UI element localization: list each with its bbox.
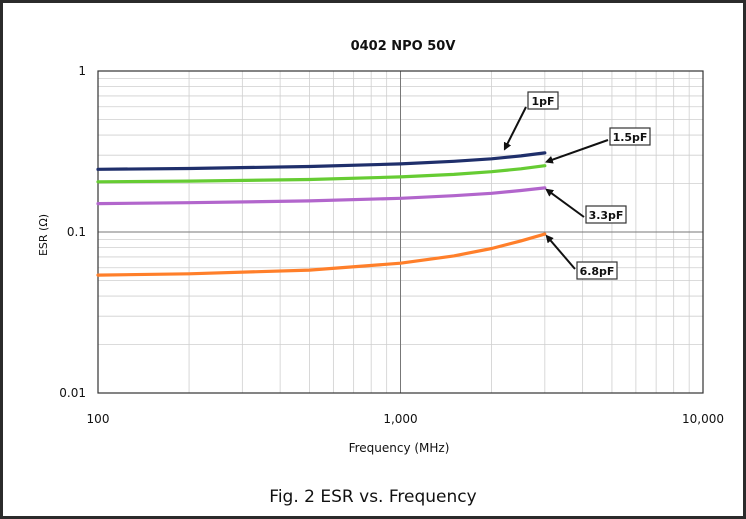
series-line-1-5pF	[96, 164, 547, 184]
y-tick-labels: 1 0.1 0.01	[59, 64, 86, 400]
callout-label: 3.3pF	[589, 209, 624, 222]
plot-area-border	[97, 70, 704, 394]
callout-label: 1pF	[531, 95, 554, 108]
x-tick-label: 100	[87, 412, 110, 426]
x-tick-labels: 100 1,000 10,000	[87, 412, 724, 426]
y-tick-label: 0.1	[67, 225, 86, 239]
figure-caption: Fig. 2 ESR vs. Frequency	[269, 487, 477, 507]
y-tick-label: 1	[78, 64, 86, 78]
callout-arrow	[545, 234, 576, 270]
callout-box	[527, 91, 559, 110]
x-axis-label: Frequency (MHz)	[349, 441, 450, 455]
y-axis-label: ESR (Ω)	[37, 214, 50, 256]
series-line-3-3pF	[96, 186, 547, 206]
chart-title: 0402 NPO 50V	[351, 39, 456, 54]
y-tick-label: 0.01	[59, 386, 86, 400]
callout-box	[576, 261, 618, 280]
x-tick-label: 10,000	[682, 412, 724, 426]
callout-label: 1.5pF	[613, 131, 648, 144]
x-tick-label: 1,000	[383, 412, 417, 426]
callout-arrow	[503, 106, 527, 151]
annotation-layer: 1pF 1.5pF 3.3pF 6.8pF	[503, 91, 651, 280]
callout-arrow	[544, 139, 609, 164]
series-line-6-8pF	[96, 232, 547, 277]
callout-label: 6.8pF	[580, 265, 615, 278]
esr-frequency-chart: 1pF 1.5pF 3.3pF 6.8pF 100 1,000 10,000 1 0.1 0.…	[37, 39, 724, 455]
series-layer	[96, 151, 547, 277]
series-line-1pF	[96, 151, 547, 171]
callout-box	[585, 205, 627, 224]
callout-arrow	[545, 188, 585, 218]
callout-box	[609, 127, 651, 146]
